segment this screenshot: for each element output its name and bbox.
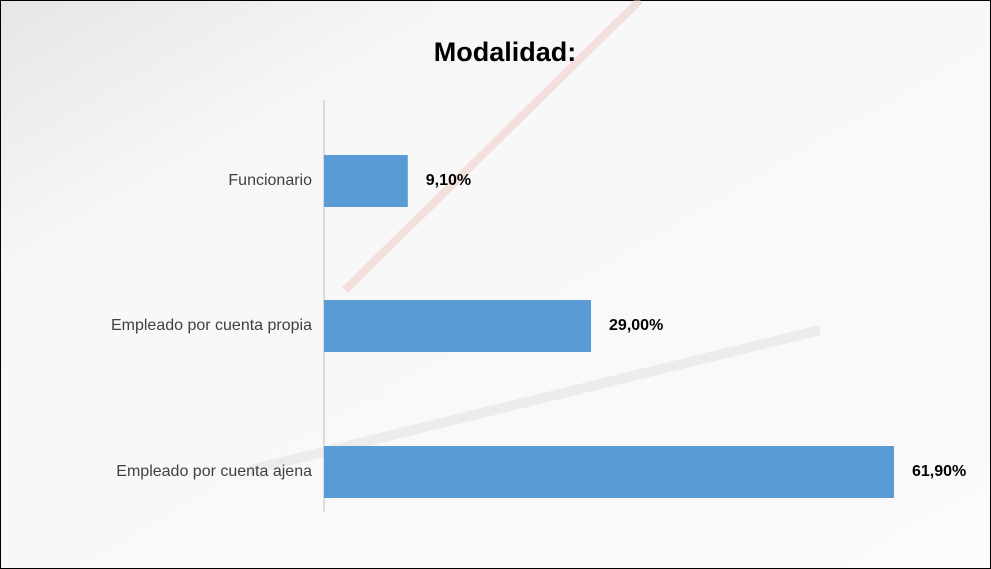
value-label: 61,90% — [912, 463, 966, 480]
chart-title: Modalidad: — [434, 37, 577, 67]
y-tick-label: Empleado por cuenta ajena — [116, 463, 312, 480]
bar — [324, 446, 894, 498]
value-label: 9,10% — [426, 172, 471, 189]
value-label: 29,00% — [609, 317, 663, 334]
chart: Modalidad: Funcionario 9,10% Empleado por … — [0, 0, 991, 569]
y-tick-label: Funcionario — [228, 172, 312, 189]
y-tick-label: Empleado por cuenta propia — [111, 317, 312, 334]
page: Modalidad: Funcionario 9,10% Empleado por … — [0, 0, 991, 569]
bar — [324, 155, 408, 207]
bar — [324, 300, 591, 352]
